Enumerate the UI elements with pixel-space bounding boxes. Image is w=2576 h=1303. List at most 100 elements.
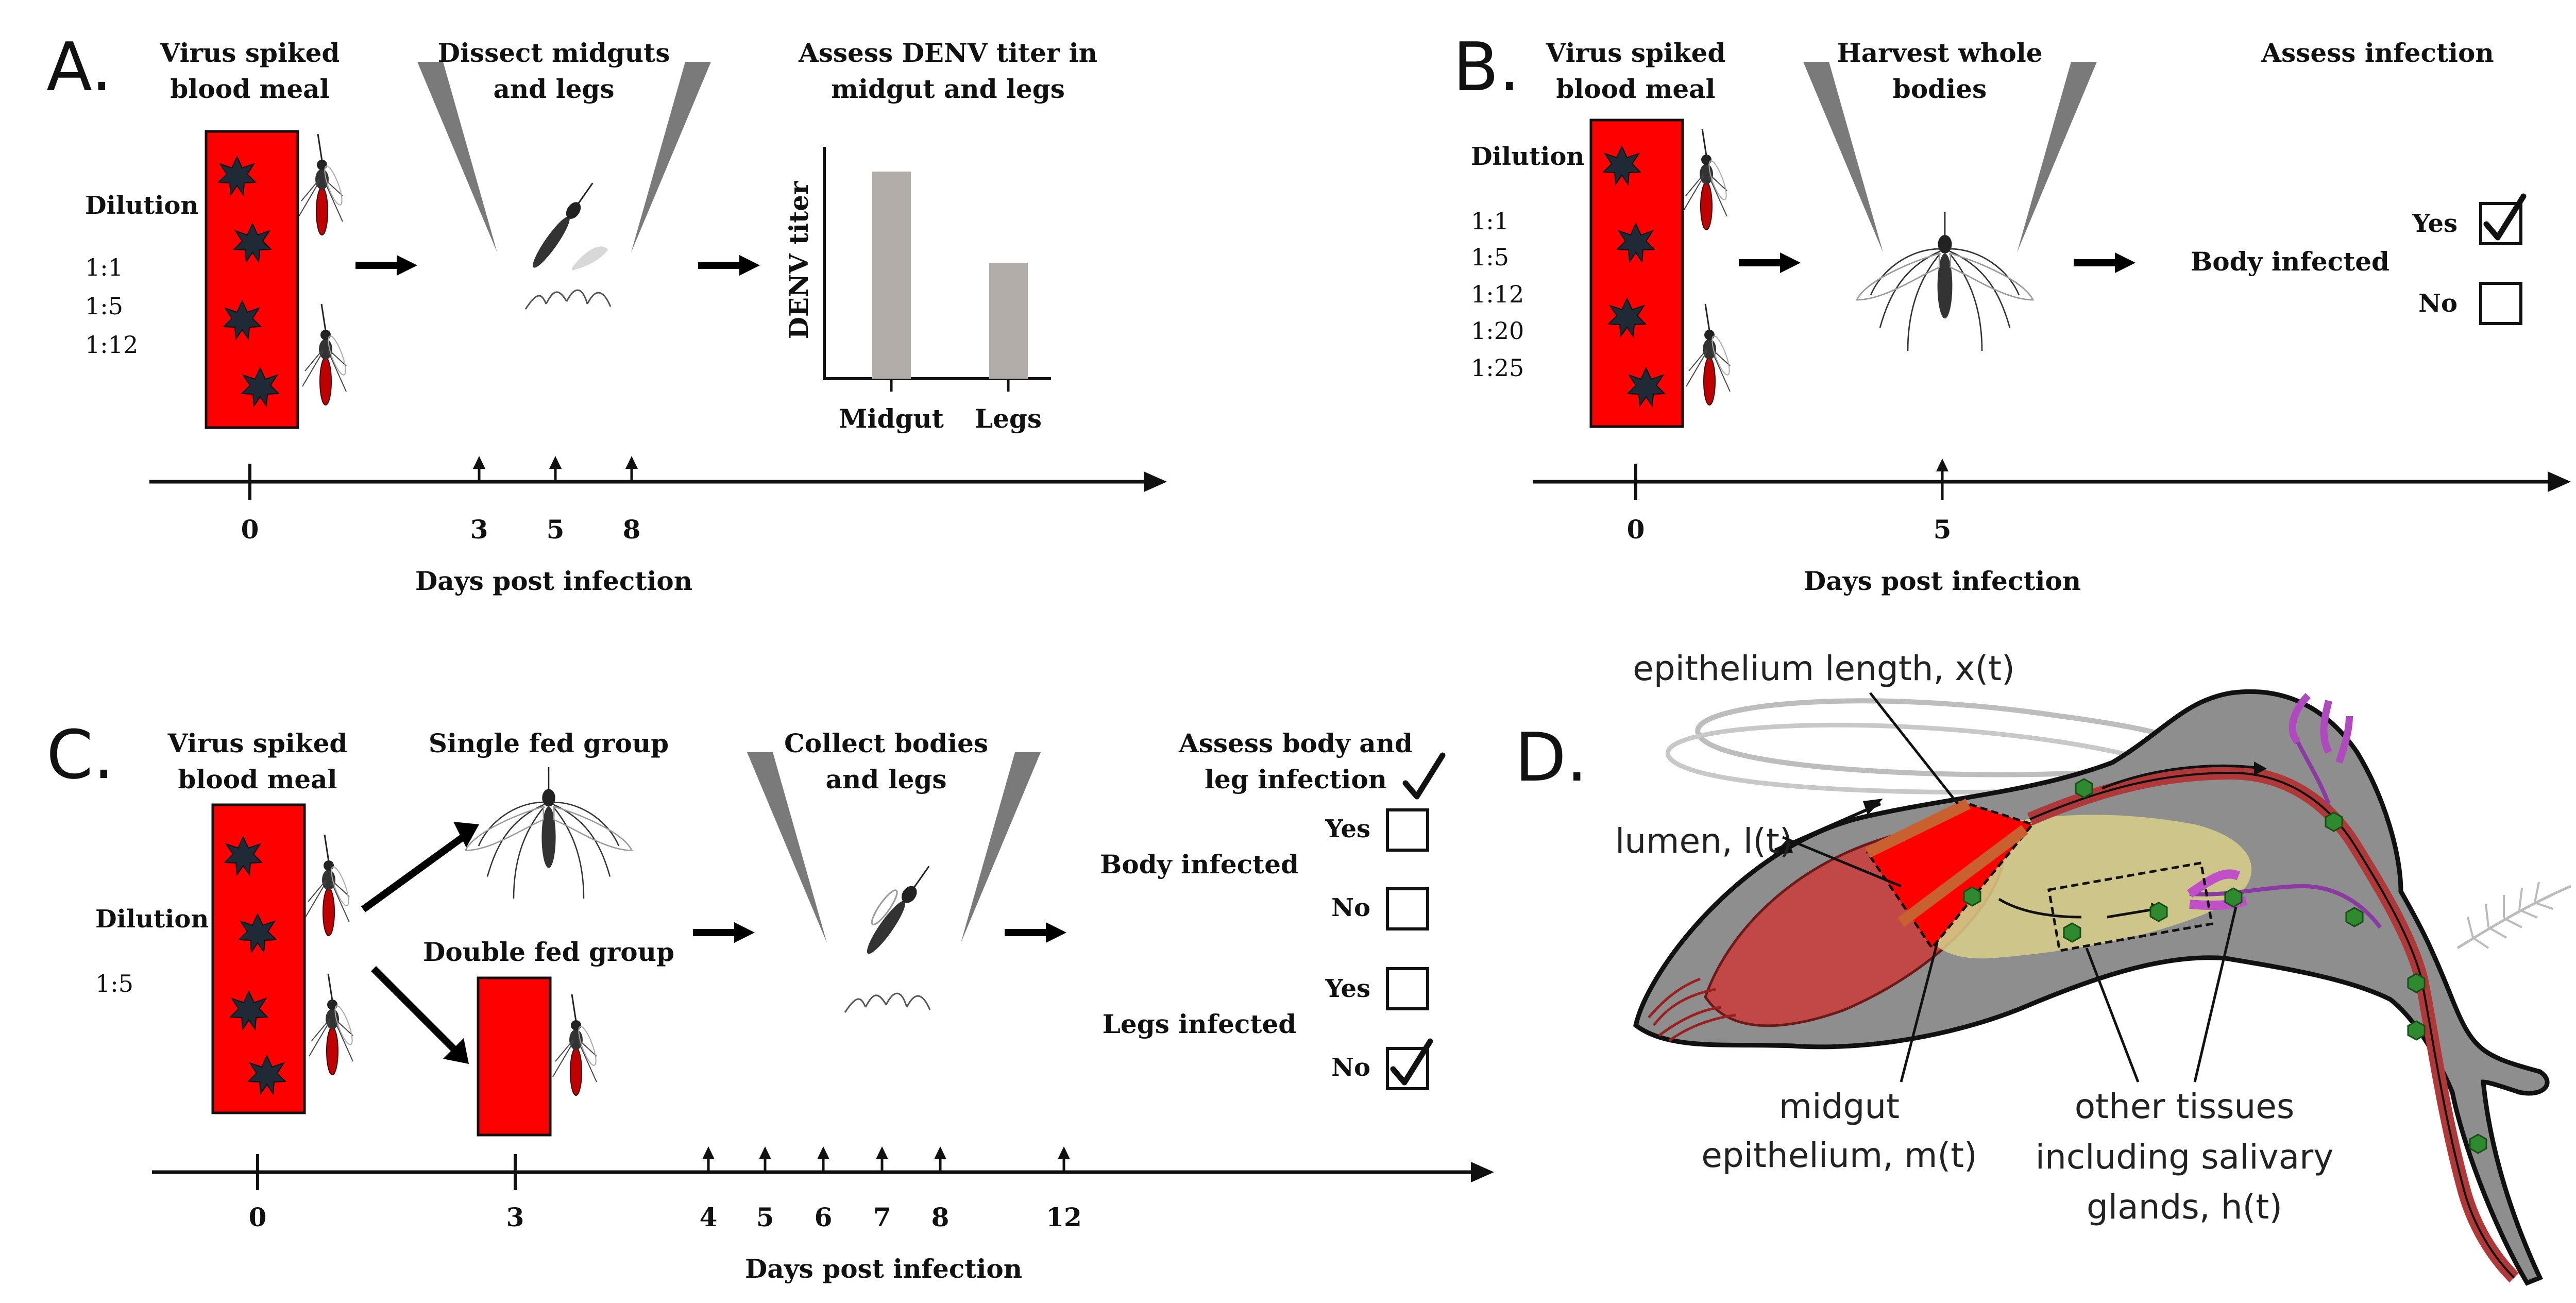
panel-a-dissected-mosquito-icon (533, 182, 594, 268)
timeline-day: 3 (506, 1202, 524, 1232)
bar-label-legs: Legs (975, 403, 1042, 434)
panel-c-double-fed: Double fed group (423, 937, 674, 967)
panel-c-body-infected: Body infected (1100, 849, 1299, 879)
panel-c-mosquito-icon (304, 834, 353, 937)
panel-c: C. Virus spiked blood meal Dilution 1:5 … (46, 716, 1494, 1284)
panel-c-assess-line2: leg infection (1205, 764, 1387, 794)
panel-b: B. Virus spiked blood meal Dilution 1:1 … (1453, 28, 2571, 596)
timeline-sample-arrow (549, 456, 562, 469)
timeline-sample-arrow (759, 1146, 771, 1159)
timeline-label: Days post infection (415, 566, 692, 596)
panel-b-yes-label: Yes (2412, 209, 2458, 238)
timeline-arrowhead (1144, 471, 1167, 492)
antenna-icon (2456, 882, 2571, 950)
panel-c-needle-icon (961, 752, 1041, 943)
timeline-sample-arrow (473, 456, 485, 469)
timeline-sample-arrow (1058, 1146, 1070, 1159)
panel-b-harvest-line1: Harvest whole (1837, 38, 2042, 68)
label-other-tissues-line3: glands, h(t) (2087, 1187, 2282, 1227)
timeline-sample-arrow (876, 1146, 888, 1159)
panel-c-body-no-label: No (1331, 893, 1370, 922)
panel-a-midgut-icon (572, 246, 608, 270)
panel-a-dissect-line2: and legs (493, 74, 614, 104)
epithelium-length-arrowhead (1772, 839, 1793, 855)
panel-b-virus-meal-line2: blood meal (1556, 74, 1715, 104)
mosquito-body-silhouette (1633, 689, 2550, 1286)
panel-a-virus-meal-line2: blood meal (170, 74, 329, 104)
panel-b-dilution-label: Dilution (1471, 142, 1584, 171)
panel-c-collect-line2: and legs (825, 764, 946, 794)
panel-c-assess-line1: Assess body and (1178, 728, 1413, 758)
timeline-sample-arrow (934, 1146, 946, 1159)
panel-a-dilution-1: 1:1 (85, 253, 123, 281)
panel-c-legs-yes-checkbox[interactable] (1387, 969, 1428, 1009)
label-other-tissues-line2: including salivary (2036, 1137, 2334, 1177)
label-lumen: lumen, l(t) (1615, 821, 1793, 861)
leader-line (1869, 692, 1959, 805)
virion-icon (2075, 778, 2093, 799)
panel-a-assess-line2: midgut and legs (831, 74, 1065, 104)
panel-c-blood-meal (211, 803, 306, 1114)
panel-c-body-no-checkbox[interactable] (1387, 889, 1428, 929)
timeline-day: 0 (249, 1202, 267, 1232)
panel-a-mosquito-icon (298, 133, 346, 236)
panel-b-mosquito-icon (1682, 128, 1731, 231)
panel-c-timeline: 0 3 4 5 6 7 8 12 Days post infection (152, 1146, 1494, 1284)
virion-icon (2407, 973, 2426, 993)
panel-a-mosquito-icon (301, 303, 350, 406)
panel-c-header-check-icon (1405, 755, 1443, 797)
panel-c-legs-yes-label: Yes (1325, 974, 1370, 1003)
virion-icon (2149, 902, 2168, 922)
panel-c-mosquito-icon (308, 973, 357, 1076)
timeline-label: Days post infection (1804, 566, 2081, 596)
virion-icon (2469, 1133, 2487, 1154)
bar-legs (989, 263, 1028, 379)
panel-c-arrow-icon (1005, 922, 1066, 943)
bar-label-midgut: Midgut (839, 403, 944, 434)
panel-c-legs-icon (844, 992, 931, 1013)
panel-c-needle-icon (747, 752, 827, 943)
panel-c-virus-meal-line1: Virus spiked (167, 728, 348, 758)
timeline-arrowhead (2548, 471, 2571, 492)
panel-a-legs-icon (524, 289, 612, 310)
panel-d: D. (1515, 649, 2571, 1286)
flow-arrow (1998, 898, 2082, 919)
panel-c-single-fed: Single fed group (429, 728, 669, 758)
timeline-day: 5 (547, 514, 565, 545)
timeline-day: 0 (241, 514, 259, 545)
bar-chart-y-label: DENV titer (784, 181, 814, 339)
timeline-arrowhead (1471, 1162, 1494, 1182)
panel-b-timeline: 0 5 Days post infection (1533, 459, 2571, 596)
panel-b-dilution-2: 1:5 (1471, 243, 1509, 271)
virion-icon (2345, 907, 2364, 927)
panel-b-body-infected: Body infected (2191, 246, 2389, 277)
panel-b-harvest-line2: bodies (1893, 74, 1987, 104)
panel-b-no-checkbox[interactable] (2481, 283, 2521, 324)
timeline-sample-arrow (625, 456, 638, 469)
panel-a-assess-line1: Assess DENV titer in (798, 38, 1097, 68)
panel-a-arrow-icon (355, 255, 417, 276)
panel-c-virus-meal-line2: blood meal (178, 764, 337, 794)
leader-line (2193, 906, 2238, 1082)
panel-a-letter: A. (46, 28, 112, 106)
panel-b-needle-icon (2017, 62, 2097, 252)
virion-icon (2407, 1020, 2426, 1041)
timeline-day: 6 (815, 1202, 833, 1232)
leader-line (1782, 836, 1902, 888)
panel-b-dilution-5: 1:25 (1471, 354, 1524, 382)
timeline-day: 8 (623, 514, 641, 545)
malpighian-tubules (1648, 977, 1737, 1042)
panel-b-arrow-icon (2074, 252, 2136, 273)
timeline-day: 8 (931, 1202, 950, 1232)
epithelium-length-arrowhead (1863, 799, 1883, 815)
panel-c-body-yes-label: Yes (1325, 815, 1370, 843)
timeline-day: 7 (873, 1202, 891, 1232)
panel-a-needle-icon (631, 62, 711, 252)
panel-c-body-yes-checkbox[interactable] (1387, 810, 1428, 850)
label-midgut-line2: epithelium, m(t) (1701, 1136, 1977, 1175)
panel-c-letter: C. (46, 716, 114, 794)
panel-c-second-blood-meal (477, 976, 552, 1137)
timeline-day: 4 (700, 1202, 718, 1232)
timeline-day: 5 (1934, 514, 1952, 545)
